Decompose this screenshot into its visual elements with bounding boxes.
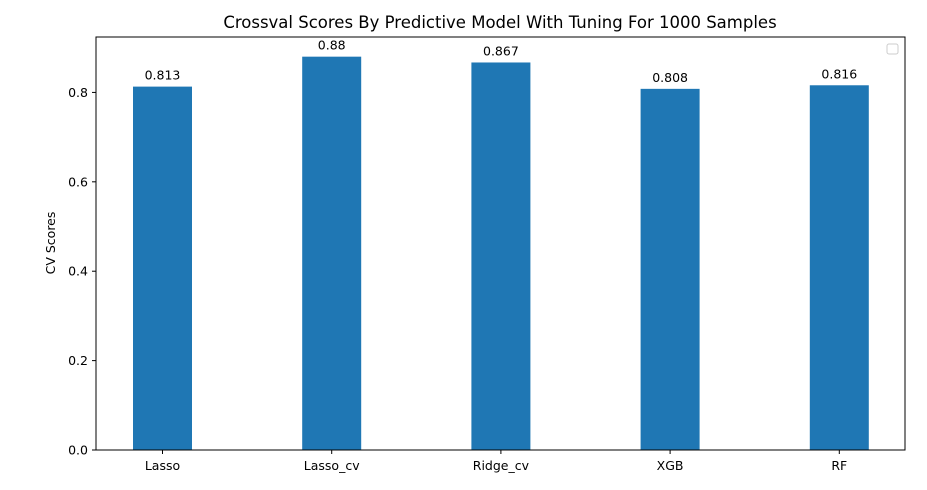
bar-lasso xyxy=(133,86,192,450)
y-tick-label: 0.8 xyxy=(68,85,88,100)
bar-value-label: 0.813 xyxy=(145,68,181,83)
y-tick-label: 0.0 xyxy=(68,443,88,458)
x-tick-label: RF xyxy=(831,458,847,473)
x-tick-label: XGB xyxy=(657,458,684,473)
bar-value-label: 0.867 xyxy=(483,43,519,58)
chart-title: Crossval Scores By Predictive Model With… xyxy=(223,13,776,32)
bar-lasso-cv xyxy=(302,56,362,451)
y-tick-label: 0.4 xyxy=(68,264,88,279)
bar-ridge-cv xyxy=(471,62,531,451)
bar-value-label: 0.88 xyxy=(318,38,346,53)
bar-rf xyxy=(809,85,869,450)
y-tick-label: 0.6 xyxy=(68,174,88,189)
bar-value-label: 0.816 xyxy=(821,66,857,81)
bar-value-label: 0.808 xyxy=(652,70,688,85)
x-tick-label: Lasso_cv xyxy=(304,458,360,473)
y-axis: 0.0 0.2 0.4 0.6 0.8 xyxy=(68,85,96,458)
bars-group xyxy=(133,56,869,451)
legend-box xyxy=(886,43,899,55)
y-axis-title: CV Scores xyxy=(43,212,58,275)
x-tick-label: Ridge_cv xyxy=(473,458,530,473)
x-axis: Lasso Lasso_cv Ridge_cv XGB RF xyxy=(145,450,847,473)
data-labels-group: 0.813 0.88 0.867 0.808 0.816 xyxy=(145,38,858,85)
bar-xgb xyxy=(640,88,700,451)
x-tick-label: Lasso xyxy=(145,458,180,473)
plot-frame xyxy=(95,36,906,451)
y-tick-label: 0.2 xyxy=(68,353,88,368)
